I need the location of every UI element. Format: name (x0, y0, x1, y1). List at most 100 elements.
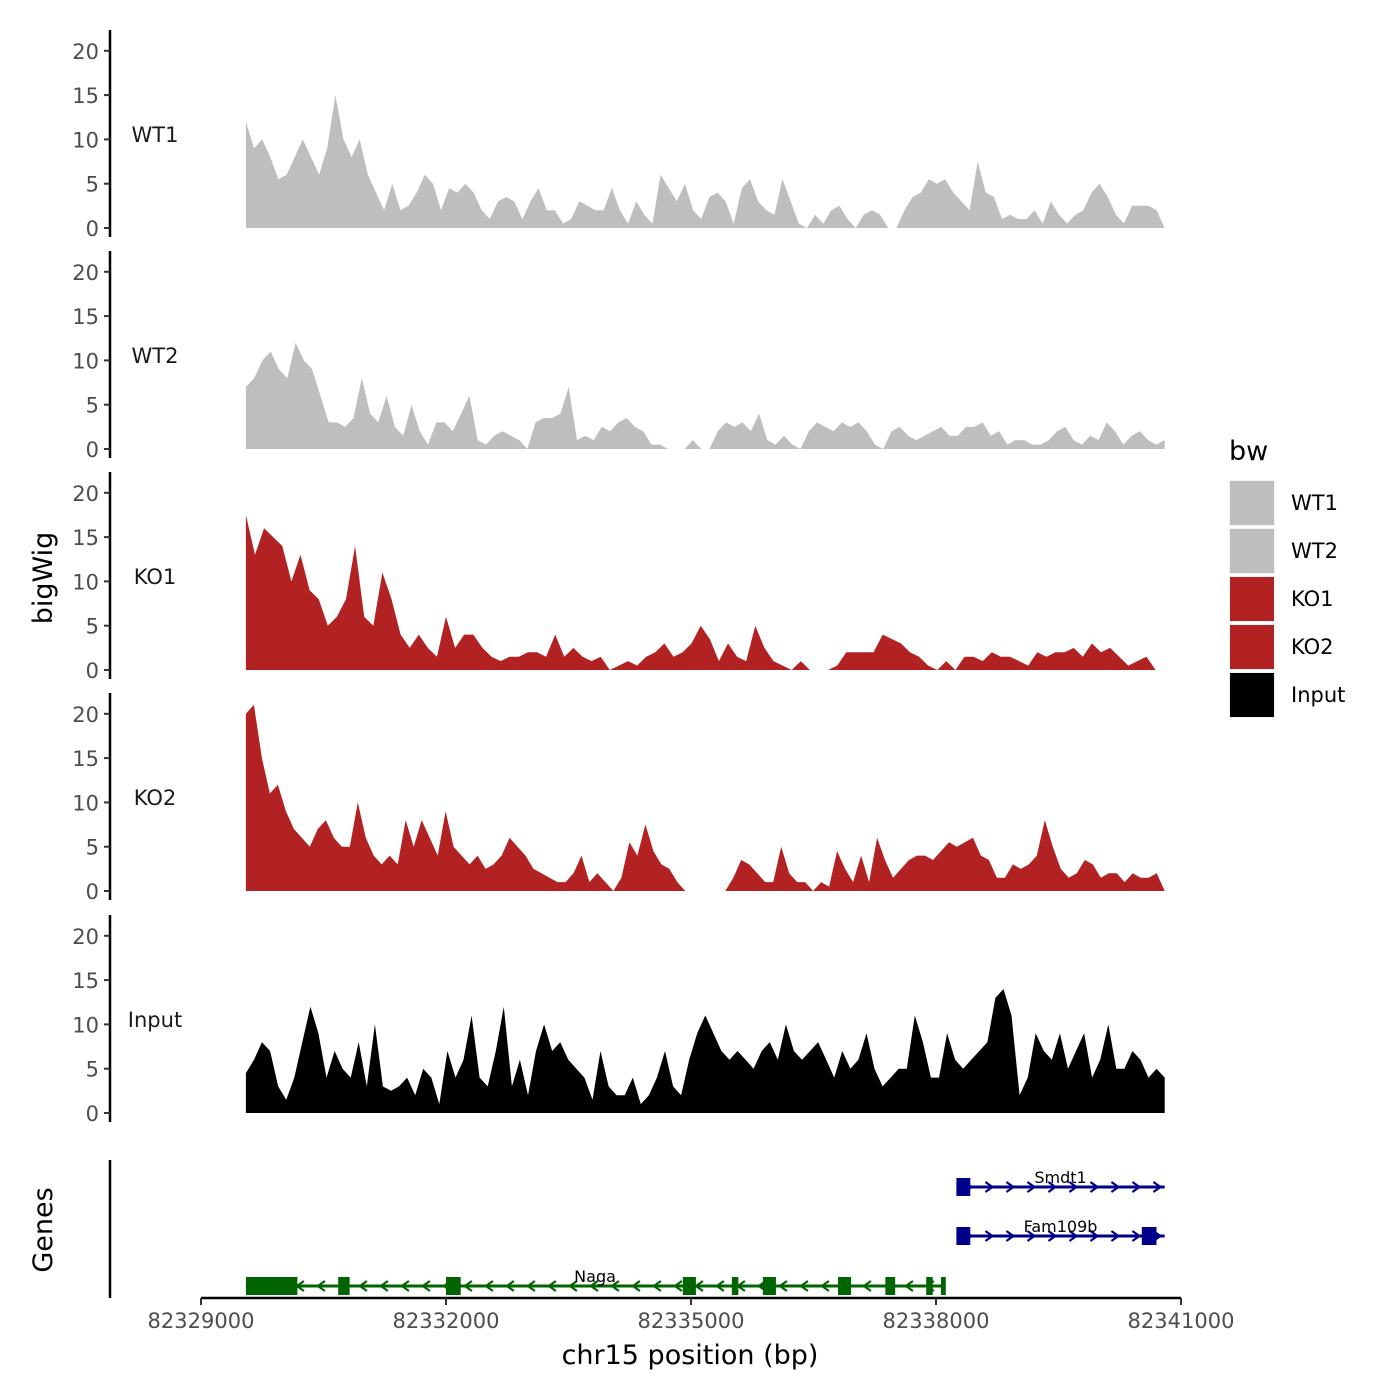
strand-arrow (631, 1280, 641, 1292)
y-tick-label: 0 (86, 217, 99, 241)
y-tick-label: 20 (72, 40, 99, 64)
y-tick-label: 0 (86, 880, 99, 904)
strand-arrow (1131, 1230, 1142, 1242)
track-label: WT2 (132, 344, 179, 368)
y-tick-label: 5 (86, 394, 99, 418)
exon (956, 1178, 971, 1196)
exon (956, 1227, 971, 1245)
track-label: KO2 (134, 786, 177, 810)
y-tick-label: 0 (86, 659, 99, 683)
legend-label: WT1 (1291, 491, 1338, 515)
legend-label: KO2 (1291, 635, 1334, 659)
strand-arrow (547, 1280, 557, 1292)
strand-arrow (358, 1280, 368, 1292)
strand-arrow (1068, 1181, 1079, 1193)
strand-arrow (421, 1280, 431, 1292)
y-tick-label: 10 (72, 128, 99, 152)
strand-arrow (1026, 1181, 1037, 1193)
strand-arrow (526, 1280, 536, 1292)
gene-label: Naga (574, 1267, 616, 1286)
strand-arrow (610, 1280, 620, 1292)
legend-swatch (1230, 673, 1274, 717)
y-tick-label: 5 (86, 836, 99, 860)
legend-item-ko2: KO2 (1229, 624, 1334, 670)
gene-smdt1: Smdt1 (956, 1168, 1165, 1196)
x-tick-label: 82338000 (883, 1309, 990, 1333)
strand-arrow (379, 1280, 389, 1292)
exon (926, 1277, 933, 1295)
strand-arrow (1131, 1181, 1142, 1193)
strand-arrow (568, 1280, 578, 1292)
y-tick-label: 20 (72, 261, 99, 285)
legend-swatch (1230, 529, 1274, 573)
y-tick-label: 15 (72, 526, 99, 550)
legend-item-wt2: WT2 (1229, 528, 1338, 574)
strand-arrow (1026, 1230, 1037, 1242)
strand-arrow (1005, 1230, 1016, 1242)
y-tick-label: 15 (72, 84, 99, 108)
track-label: KO1 (134, 565, 177, 589)
exon (940, 1277, 946, 1295)
gene-fam109b: Fam109b (956, 1217, 1165, 1245)
exon (245, 1277, 298, 1295)
legend-label: WT2 (1291, 539, 1338, 563)
exon (731, 1277, 739, 1295)
y-tick-label: 0 (86, 438, 99, 462)
exon (1141, 1227, 1157, 1245)
track-wt1: 0 5 10 15 20 WT1 (72, 30, 1165, 241)
strand-arrow (799, 1280, 809, 1292)
legend-swatch (1230, 577, 1274, 621)
legend-item-ko1: KO1 (1229, 576, 1334, 622)
track-ko2: 0 5 10 15 20 KO2 (72, 693, 1165, 904)
strand-arrow (984, 1230, 995, 1242)
y-tick-label: 5 (86, 615, 99, 639)
legend-item-wt1: WT1 (1229, 480, 1338, 526)
x-tick-label: 82329000 (148, 1309, 255, 1333)
coverage-area-input (245, 989, 1165, 1113)
x-tick-label: 82332000 (393, 1309, 500, 1333)
track-input: 0 5 10 15 20 Input (72, 915, 1165, 1126)
exon (338, 1277, 350, 1295)
genes-panel: Smdt1 Fam109b Naga (108, 1160, 1165, 1298)
legend-swatch (1230, 481, 1274, 525)
legend-label: Input (1291, 683, 1345, 707)
y-tick-label: 10 (72, 349, 99, 373)
gene-label: Smdt1 (1034, 1168, 1086, 1187)
y-tick-label: 5 (86, 173, 99, 197)
y-tick-label: 15 (72, 305, 99, 329)
gene-label: Fam109b (1024, 1217, 1098, 1236)
strand-arrow (400, 1280, 410, 1292)
track-label: WT1 (132, 123, 179, 147)
y-tick-label: 10 (72, 791, 99, 815)
exon (885, 1277, 896, 1295)
strand-arrow (1047, 1230, 1058, 1242)
coverage-area-ko2 (245, 704, 1165, 891)
gene-naga: Naga (245, 1267, 946, 1295)
exon (838, 1277, 852, 1295)
strand-arrow (1110, 1230, 1121, 1242)
bigwig-tracks: 0 5 10 15 20 WT1 0 5 10 15 20 WT2 0 5 10 15 20 KO1 0 5 10 15 2… (72, 30, 1165, 1126)
legend-label: KO1 (1291, 587, 1334, 611)
strand-arrow (505, 1280, 515, 1292)
legend: bw WT1 WT2 KO1 KO2 Input (1229, 436, 1345, 718)
y-tick-label: 5 (86, 1058, 99, 1082)
y-axis-title-bigwig: bigWig (28, 532, 59, 625)
coverage-area-wt1 (245, 95, 1165, 228)
strand-arrow (652, 1280, 662, 1292)
strand-arrow (1005, 1181, 1016, 1193)
x-axis-title: chr15 position (bp) (562, 1340, 819, 1371)
strand-arrow (820, 1280, 830, 1292)
legend-item-input: Input (1229, 672, 1345, 718)
strand-arrow (1110, 1181, 1121, 1193)
y-tick-label: 0 (86, 1102, 99, 1126)
strand-arrow (778, 1280, 788, 1292)
y-tick-label: 20 (72, 703, 99, 727)
strand-arrow (862, 1280, 872, 1292)
strand-arrow (1089, 1181, 1100, 1193)
coverage-area-wt2 (245, 342, 1165, 449)
x-tick-label: 82335000 (638, 1309, 745, 1333)
strand-arrow (1152, 1181, 1163, 1193)
strand-arrow (484, 1280, 494, 1292)
strand-arrow (673, 1280, 683, 1292)
